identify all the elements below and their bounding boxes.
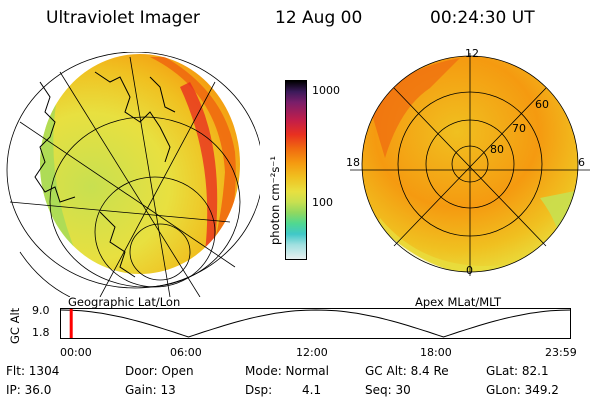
polar-image (350, 53, 590, 276)
date-label: 12 Aug 00 (275, 8, 363, 28)
colorbar-unit-label: photon cm⁻²s⁻¹ (268, 156, 282, 245)
orbit-position-marker (69, 309, 73, 338)
glat-info: GLat: 82.1 (486, 364, 549, 378)
altitude-ylabel: GC Alt (8, 307, 22, 344)
flt-info: Flt: 1304 (6, 364, 60, 378)
instrument-title: Ultraviolet Imager (46, 8, 200, 28)
altitude-xtick-0600: 06:00 (170, 346, 202, 359)
altitude-xtick-2359: 23:59 (545, 346, 577, 359)
seq-info: Seq: 30 (365, 383, 411, 397)
apex-caption: Apex MLat/MLT (415, 295, 502, 309)
dsp-value: 4.1 (302, 383, 322, 397)
gc-alt-info: GC Alt: 8.4 Re (365, 364, 449, 378)
mlat-label-70: 70 (512, 122, 526, 135)
geographic-image (6, 52, 260, 297)
ip-info: IP: 36.0 (6, 383, 52, 397)
altitude-xtick-1200: 12:00 (296, 346, 328, 359)
mlat-label-60: 60 (535, 98, 549, 111)
mlt-label-0: 0 (466, 264, 473, 277)
time-label: 00:24:30 UT (430, 8, 535, 28)
altitude-ytick-1.8: 1.8 (32, 326, 50, 339)
dsp-info: Dsp: (245, 383, 273, 397)
mlat-label-80: 80 (490, 143, 504, 156)
altitude-xtick-1800: 18:00 (420, 346, 452, 359)
geographic-caption: Geographic Lat/Lon (68, 295, 181, 309)
door-info: Door: Open (125, 364, 194, 378)
altitude-xtick-0000: 00:00 (60, 346, 92, 359)
mlt-label-6: 6 (578, 156, 585, 169)
gain-info: Gain: 13 (125, 383, 176, 397)
altitude-ytick-9: 9.0 (32, 304, 50, 317)
glon-info: GLon: 349.2 (486, 383, 559, 397)
colorbar-tick-1000: 1000 (312, 84, 340, 97)
mlt-label-12: 12 (465, 47, 479, 60)
colorbar-tick-100: 100 (312, 196, 333, 209)
mlt-label-18: 18 (346, 156, 360, 169)
mode-info: Mode: Normal (245, 364, 329, 378)
altitude-plot (60, 308, 572, 339)
colorbar (285, 80, 307, 260)
